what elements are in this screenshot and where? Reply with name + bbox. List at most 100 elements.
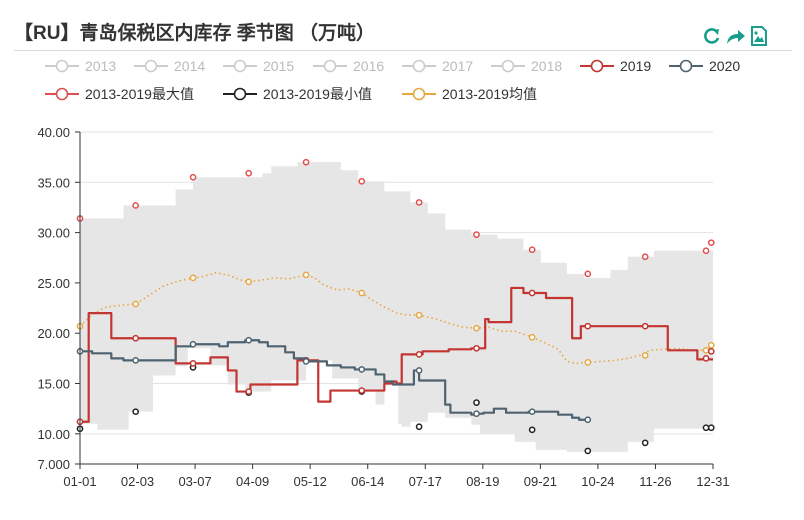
legend-label: 2016	[353, 58, 384, 74]
legend-item[interactable]: 2018	[491, 58, 562, 74]
legend-item[interactable]: 2020	[669, 58, 740, 74]
save-image-icon[interactable]	[750, 26, 768, 46]
series-4-point	[132, 357, 139, 364]
x-tick-label: 06-14	[351, 474, 384, 489]
series-3-point	[189, 360, 197, 367]
legend-label: 2013-2019最大值	[85, 86, 194, 102]
x-tick-label: 10-24	[581, 474, 614, 489]
legend-swatch-marker	[55, 87, 69, 101]
series-0-point	[245, 169, 253, 177]
series-4-point	[245, 336, 253, 344]
series-3-point	[641, 322, 649, 330]
series-3-point	[245, 388, 253, 395]
legend-item[interactable]: 2016	[313, 58, 384, 74]
series-4-point	[302, 358, 310, 365]
x-tick-label: 07-17	[409, 474, 442, 489]
series-0-point	[707, 239, 715, 247]
series-1-point	[132, 408, 139, 416]
legend-item[interactable]: 2013-2019最大值	[45, 86, 194, 102]
x-tick-label: 05-12	[294, 474, 327, 489]
series-3-point	[473, 344, 480, 352]
page-title: 【RU】青岛保税区内库存 季节图 （万吨）	[14, 23, 376, 44]
series-0-point	[702, 247, 710, 255]
legend-item[interactable]: 2013-2019均值	[402, 86, 537, 102]
refresh-icon[interactable]	[702, 26, 722, 46]
series-2-point	[702, 346, 710, 354]
y-tick-label: 25.00	[37, 276, 70, 291]
x-tick-label: 03-07	[178, 474, 211, 489]
legend-label: 2013-2019均值	[442, 86, 537, 102]
series-0-point	[473, 231, 480, 238]
series-0-point	[189, 173, 197, 181]
min-max-band	[80, 162, 713, 452]
series-2-point	[358, 289, 366, 297]
series-2-line	[79, 272, 712, 365]
x-tick-label: 12-31	[696, 474, 729, 489]
series-0-point	[641, 253, 649, 261]
series-2-point	[641, 351, 649, 359]
y-tick-label: 7.000	[37, 457, 70, 472]
series-2-point	[302, 271, 310, 279]
legend-label: 2013-2019最小值	[263, 86, 372, 102]
legend-label: 2020	[709, 58, 740, 74]
share-icon[interactable]	[725, 26, 747, 46]
legend-label: 2014	[174, 58, 205, 74]
x-tick-label: 08-19	[466, 474, 499, 489]
legend-swatch-marker	[233, 59, 247, 73]
series-3-point	[707, 347, 715, 355]
series-0-point	[415, 199, 423, 206]
legend-item[interactable]: 2014	[134, 58, 205, 74]
legend-label: 2019	[620, 58, 651, 74]
series-1-point	[707, 424, 715, 432]
series-2-point	[584, 359, 592, 366]
y-tick-label: 15.00	[37, 377, 70, 392]
legend-swatch-marker	[412, 59, 426, 73]
legend-swatch-marker	[323, 59, 337, 73]
x-tick-label: 01-01	[63, 474, 96, 489]
legend-swatch-marker	[412, 87, 426, 101]
series-4-line	[80, 339, 588, 421]
legend-item[interactable]: 2015	[223, 58, 294, 74]
series-3-point	[528, 289, 536, 297]
series-1-point	[584, 447, 592, 455]
legend-swatch-marker	[590, 59, 604, 73]
series-4-point	[189, 340, 197, 348]
y-tick-label: 35.00	[37, 175, 70, 190]
series-1-point	[528, 426, 536, 434]
legend-swatch-marker	[233, 87, 247, 101]
series-1-point	[641, 439, 649, 447]
series-1-point	[415, 423, 423, 431]
legend-label: 2013	[85, 58, 116, 74]
legend-item[interactable]: 2013	[45, 58, 116, 74]
series-0-point	[528, 246, 536, 254]
legend-swatch-marker	[55, 59, 69, 73]
y-tick-label: 40.00	[37, 125, 70, 140]
legend-item[interactable]: 2019	[580, 58, 651, 74]
y-tick-label: 30.00	[37, 226, 70, 241]
series-1-point	[473, 399, 480, 406]
series-3-point	[584, 322, 592, 330]
series-0-point	[584, 270, 592, 278]
legend-swatch-marker	[501, 59, 515, 73]
series-0-point	[358, 177, 366, 185]
x-tick-label: 09-21	[524, 474, 557, 489]
series-2-point	[415, 311, 423, 319]
legend-label: 2018	[531, 58, 562, 74]
y-tick-label: 20.00	[37, 326, 70, 341]
y-tick-label: 10.00	[37, 427, 70, 442]
series-2-point	[245, 278, 253, 286]
title-divider	[14, 50, 792, 51]
series-2-point	[189, 274, 197, 282]
series-4-point	[584, 416, 592, 424]
legend-item[interactable]: 2017	[402, 58, 473, 74]
x-tick-label: 04-09	[236, 474, 269, 489]
series-4-point	[473, 410, 480, 418]
legend-swatch-marker	[679, 59, 693, 73]
series-4-point	[415, 367, 423, 374]
legend-item[interactable]: 2013-2019最小值	[223, 86, 372, 102]
series-4-point	[528, 408, 536, 416]
legend-label: 2017	[442, 58, 473, 74]
series-0-point	[132, 202, 139, 209]
series-0-point	[302, 158, 310, 166]
